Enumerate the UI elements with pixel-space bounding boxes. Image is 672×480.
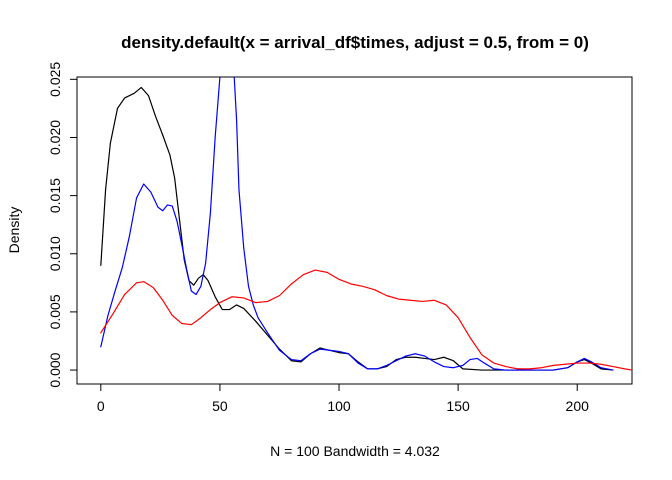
y-tick-label: 0.015 — [47, 178, 63, 213]
chart-title: density.default(x = arrival_df$times, ad… — [121, 33, 589, 52]
density-line-2 — [100, 77, 614, 371]
y-tick-label: 0.000 — [47, 352, 63, 387]
y-axis-label: Density — [6, 207, 22, 254]
y-tick-label: 0.005 — [47, 294, 63, 329]
x-tick-label: 50 — [212, 398, 228, 414]
y-tick-label: 0.025 — [47, 62, 63, 97]
y-axis: 0.000 0.005 0.010 0.015 0.020 0.025 — [47, 62, 78, 388]
x-tick-label: 0 — [97, 398, 105, 414]
x-tick-label: 100 — [327, 398, 351, 414]
x-axis: 0 50 100 150 200 — [97, 383, 590, 414]
y-tick-label: 0.020 — [47, 120, 63, 155]
density-line-3 — [100, 269, 632, 371]
y-tick-label: 0.010 — [47, 236, 63, 271]
x-tick-label: 150 — [446, 398, 470, 414]
density-line-1 — [100, 86, 614, 371]
series-layer — [100, 77, 632, 371]
plot-frame — [76, 76, 633, 385]
x-tick-label: 200 — [566, 398, 590, 414]
x-axis-label: N = 100 Bandwidth = 4.032 — [270, 443, 440, 459]
